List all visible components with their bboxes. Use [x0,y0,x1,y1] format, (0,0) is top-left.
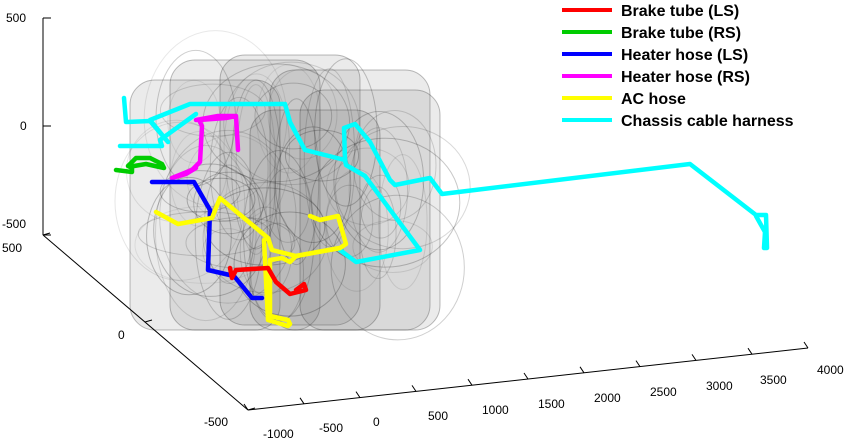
series-line-ac-hose-branch [265,235,343,259]
y-axis-line [42,234,249,411]
mesh-contour [231,79,282,250]
x-tick [635,360,641,367]
y-tick-label: 500 [2,241,22,255]
mesh-contour [223,73,291,225]
mesh-contour [186,177,256,222]
x-tick [243,403,249,411]
x-tick-label: -500 [319,421,343,435]
route-lines [113,95,770,329]
x-tick-label: 3000 [706,379,733,393]
legend-label: Heater hose (LS) [621,47,748,64]
legend: Brake tube (LS) Brake tube (RS) Heater h… [562,3,794,130]
x-tick-label: 4000 [817,363,844,377]
x-tick-label: 3500 [760,373,787,387]
x-tick-label: 2500 [650,385,677,399]
x-tick-label: 500 [428,409,448,423]
series-line-heater-hose-rs [169,113,241,181]
x-tick [579,366,585,374]
mesh-contour [348,127,409,253]
mesh-contour [352,110,437,221]
mesh-panel [269,69,431,331]
mesh-contour [235,84,277,255]
mesh-contour [186,134,279,222]
mesh-contour [314,58,378,207]
mesh-contour [330,194,465,341]
mesh-contour [137,211,271,257]
y-tick-labels: 500 0 -500 [2,241,228,429]
series-line-brake-tube-ls [227,265,309,297]
mesh-contour [223,61,360,186]
x-tick-label: -1000 [263,427,294,440]
x-tick-label: 0 [373,415,380,429]
x-tick [803,341,809,349]
x-tick [747,347,753,355]
series-line-chassis-cable-harness-lower [337,157,423,265]
mesh-contour [334,125,471,250]
x-tick [467,378,473,386]
legend-label: AC hose [621,91,686,108]
x-tick [691,354,697,361]
y-tick [144,319,153,323]
z-tick-label: -500 [2,217,26,231]
mesh-contour [273,98,320,266]
mesh-contour [155,145,257,322]
mesh-contour [254,82,333,150]
y-tick [247,407,256,411]
x-tick-label: 2000 [594,391,621,405]
mesh-contour [243,149,315,322]
legend-label: Heater hose (RS) [621,69,750,86]
mesh-contour [303,68,356,248]
z-tick-labels: 500 0 -500 [2,11,27,231]
mesh-contour [267,68,338,160]
mesh-contour [359,186,397,280]
x-axis-ticks [243,341,809,411]
mesh-contour [159,83,266,137]
legend-label: Chassis cable harness [621,113,794,130]
x-tick [299,397,305,405]
mesh-contour [193,171,264,235]
mesh-contour [256,64,321,174]
x-tick-label: 1000 [482,403,509,417]
z-tick-label: 0 [20,119,27,133]
z-tick-label: 500 [6,11,26,25]
x-tick [411,385,417,392]
mesh-contour [159,170,241,213]
mesh-contour [265,167,311,243]
y-tick-label: 0 [118,328,125,342]
mesh-contour [378,154,428,290]
mesh-contour [114,121,246,281]
mesh-contour [233,211,346,317]
y-tick [42,232,51,236]
series-line-chassis-cable-harness-branch [117,111,199,149]
x-tick [523,372,529,380]
mesh-contour [209,96,269,241]
legend-label: Brake tube (LS) [621,3,739,20]
x-tick [355,391,361,398]
mesh-contour [325,147,410,226]
legend-label: Brake tube (RS) [621,25,741,42]
series-line-ac-hose [153,195,349,329]
mesh-contour [284,129,360,182]
x-tick-labels: -1000 -500 0 500 1000 1500 2000 2500 300… [263,363,844,440]
mesh-contour [360,174,402,239]
mesh-contour [352,219,433,273]
mesh-panel [299,89,441,331]
mesh-contour [274,126,352,244]
mesh-contour [167,79,221,164]
series-line-chassis-cable-harness [121,95,770,251]
mesh-contour [159,129,297,304]
series-line-brake-tube-rs [113,155,167,175]
y-tick-label: -500 [204,415,228,429]
mesh-contour [146,176,232,296]
x-tick-label: 1500 [538,397,565,411]
mesh-contour [153,163,268,297]
series-line-heater-hose-ls [149,179,265,301]
engine-mesh [114,30,471,341]
mesh-contour [310,137,461,268]
